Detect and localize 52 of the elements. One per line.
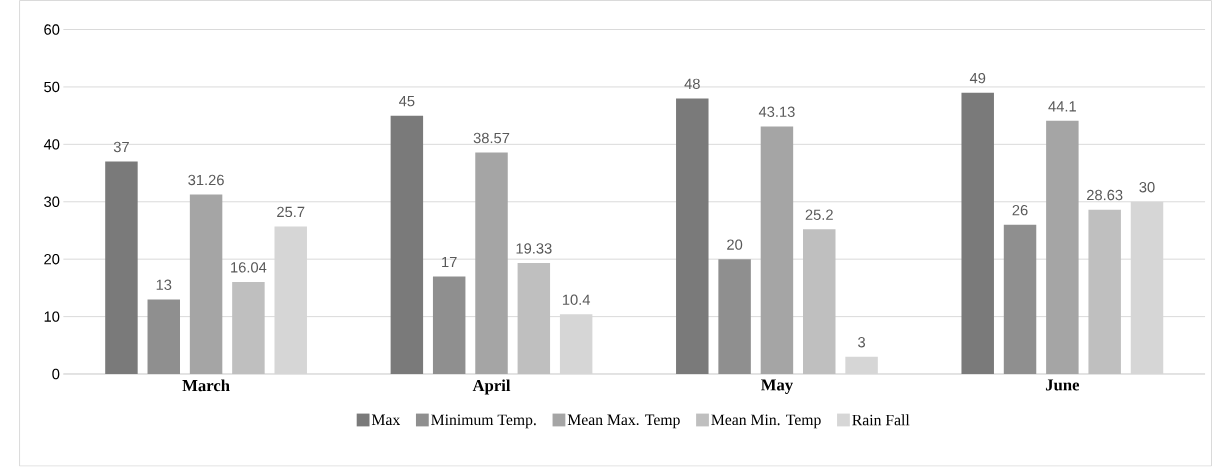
bar — [803, 229, 836, 375]
data-label: 19.33 — [516, 243, 552, 254]
data-label: 49 — [969, 73, 986, 84]
bar — [961, 92, 994, 375]
data-label: 37 — [113, 142, 129, 153]
data-label: 17 — [442, 257, 457, 268]
data-label: 43.13 — [758, 106, 795, 118]
data-label: 20 — [727, 239, 743, 251]
data-label: 3 — [858, 337, 866, 348]
x-tick-label: April — [472, 379, 511, 395]
y-tick-label: 10 — [44, 311, 60, 323]
data-label: 38.57 — [473, 133, 510, 144]
legend-label: Minimum Temp. — [431, 414, 536, 429]
legend-label: Max — [371, 414, 401, 426]
bar — [475, 152, 508, 375]
bar — [1088, 209, 1121, 375]
legend-label: Mean Min. Temp — [711, 414, 821, 429]
bar — [676, 98, 709, 375]
legend-label: Rain Fall — [852, 414, 910, 426]
data-label: 30 — [1139, 182, 1155, 193]
y-tick-label: 50 — [44, 81, 60, 93]
bar — [232, 282, 265, 375]
y-tick-label: 30 — [44, 196, 60, 208]
bar — [760, 126, 794, 375]
data-label: 25.7 — [277, 206, 305, 218]
x-tick-label: March — [182, 379, 230, 392]
bar — [718, 259, 751, 375]
data-label: 10.4 — [562, 294, 591, 306]
bar — [432, 276, 466, 375]
legend-label: Mean Max. Temp — [567, 414, 680, 429]
data-label: 45 — [399, 96, 415, 107]
data-label: 13 — [156, 279, 172, 291]
y-tick-label: 40 — [43, 139, 60, 150]
bar — [1046, 121, 1079, 375]
bar — [517, 263, 551, 375]
data-label: 31.26 — [188, 174, 224, 186]
data-label: 26 — [1012, 205, 1028, 216]
bar — [147, 299, 180, 375]
data-label: 16.04 — [231, 262, 267, 273]
bar — [1003, 224, 1037, 375]
y-tick-label: 60 — [44, 24, 60, 35]
y-tick-label: 0 — [52, 369, 60, 380]
bar — [390, 115, 424, 375]
data-label: 25.2 — [805, 209, 833, 221]
data-label: 28.63 — [1087, 190, 1123, 201]
y-tick-label: 20 — [44, 254, 60, 265]
bar — [105, 161, 138, 375]
bar — [189, 194, 223, 375]
data-label: 48 — [684, 78, 700, 90]
data-label: 44.1 — [1048, 101, 1076, 112]
x-tick-label: May — [761, 379, 793, 395]
x-tick-label: June — [1045, 379, 1080, 391]
